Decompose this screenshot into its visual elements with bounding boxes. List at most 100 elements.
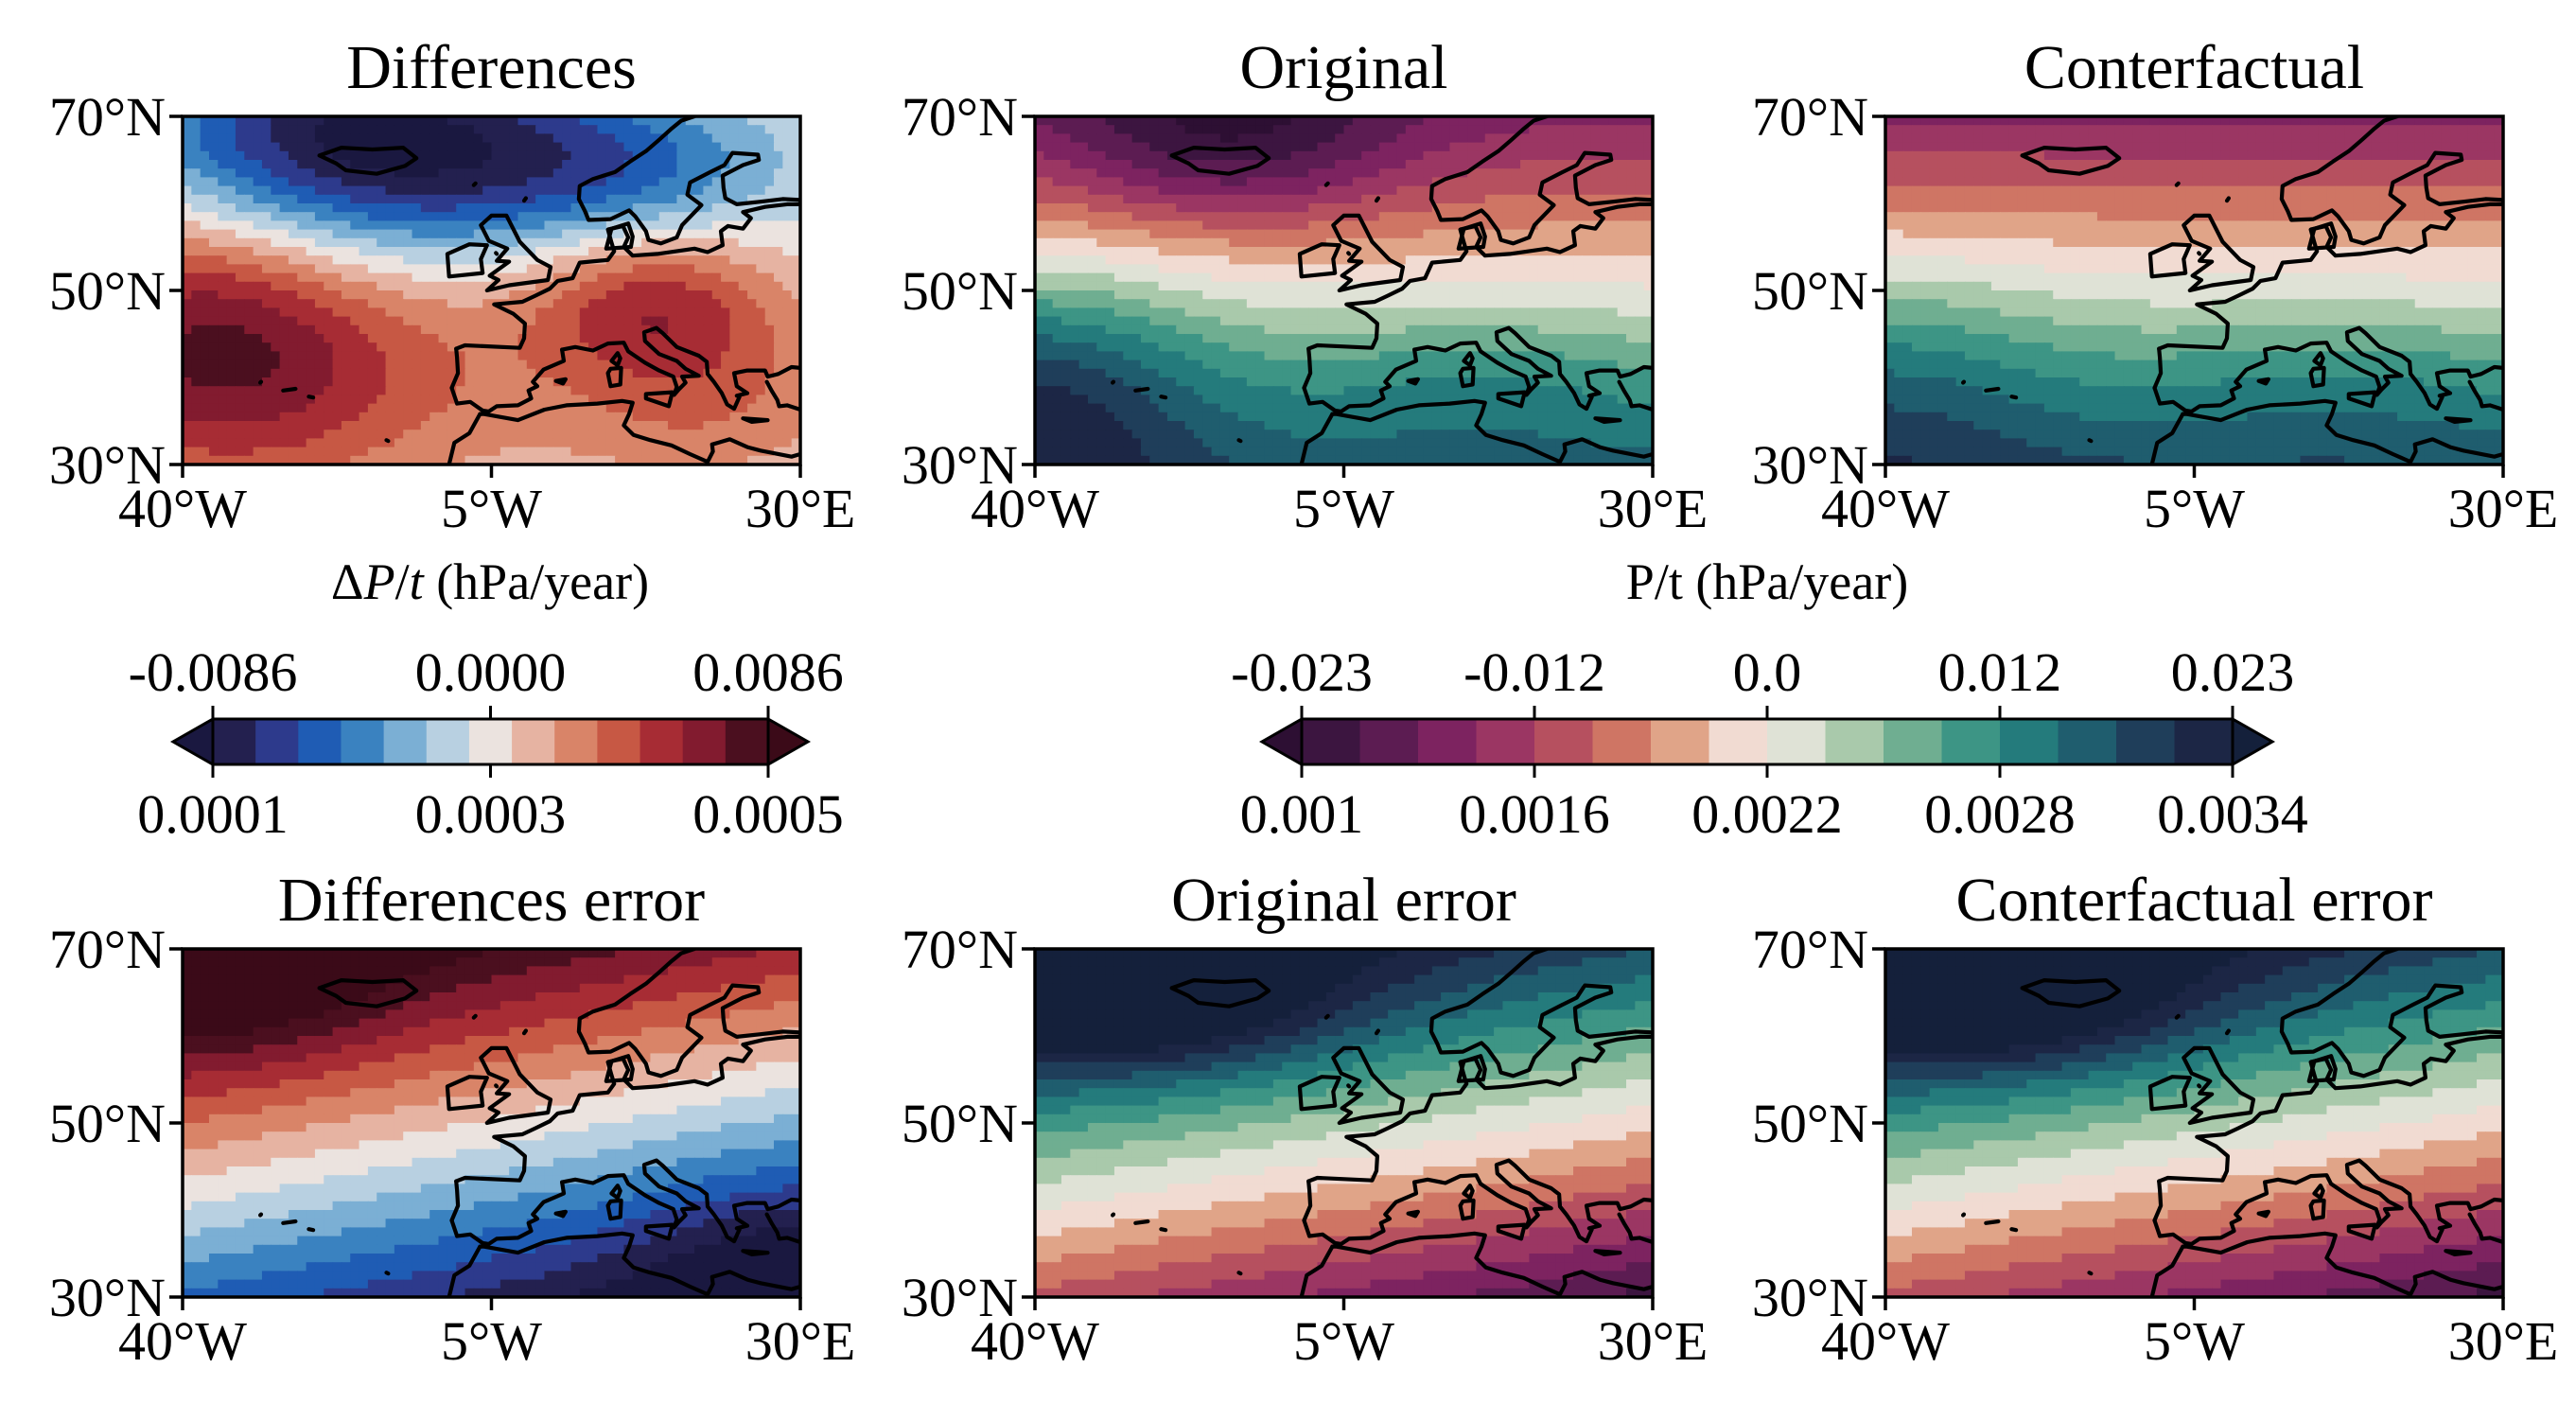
colorbar-swatch [383, 719, 428, 764]
y-tick-label: 50°N [1752, 260, 1868, 322]
colorbar-swatch [213, 719, 256, 764]
y-tick-label: 30°N [902, 434, 1018, 496]
coastlines [1111, 116, 1653, 465]
x-tick-label: 5°W [1293, 478, 1394, 539]
field-shading [183, 949, 800, 1297]
colorbar-top-tick-label: -0.0086 [129, 641, 298, 703]
y-tick-label: 30°N [49, 1267, 166, 1328]
y-tick-label: 70°N [902, 919, 1018, 980]
coastlines [258, 116, 800, 465]
colorbar-swatch [2116, 719, 2176, 764]
colorbar-label: P/t (hPa/year) [1626, 553, 1908, 610]
panel-title: Original error [1171, 866, 1516, 935]
y-tick-label: 30°N [902, 1267, 1018, 1328]
x-tick-label: 5°W [441, 478, 542, 539]
colorbar-swatch [1476, 719, 1535, 764]
colorbar-swatch [1651, 719, 1710, 764]
coastlines [1961, 949, 2503, 1297]
colorbar-swatch [1534, 719, 1594, 764]
colorbar-extend-high [2231, 716, 2276, 767]
colorbar-swatch [2174, 719, 2234, 764]
y-tick-label: 70°N [902, 86, 1018, 148]
y-tick-label: 50°N [902, 260, 1018, 322]
colorbar-swatch [1767, 719, 1827, 764]
colorbar-swatch [1825, 719, 1884, 764]
colorbar-top-tick-label: -0.012 [1463, 641, 1605, 703]
colorbar-bottom-tick-label: 0.0003 [415, 783, 567, 845]
y-tick-label: 70°N [1752, 919, 1868, 980]
colorbar-swatch [426, 719, 470, 764]
colorbar-swatch [1359, 719, 1419, 764]
colorbar-swatch [640, 719, 684, 764]
x-tick-label: 30°E [2448, 478, 2559, 539]
x-tick-label: 40°W [118, 1310, 247, 1372]
differences-error-panel: Differences error 70°N 50°N 30°N40°W 5°W 30°E [49, 866, 855, 1372]
y-tick-label: 30°N [1752, 1267, 1868, 1328]
panel-title: Conterfactual [2024, 33, 2364, 102]
coastlines [258, 949, 800, 1297]
colorbar-swatch [1709, 719, 1768, 764]
colorbar-top-tick-label: 0.0000 [415, 641, 567, 703]
colorbar-swatch [554, 719, 598, 764]
x-tick-label: 30°E [745, 478, 856, 539]
panel-title: Conterfactual error [1956, 866, 2433, 935]
colorbar-label: ΔP/t (hPa/year) [331, 553, 649, 610]
panel-title: Original [1240, 33, 1448, 102]
colorbar-swatch [2058, 719, 2117, 764]
y-tick-label: 30°N [49, 434, 166, 496]
colorbar-swatch [597, 719, 641, 764]
x-tick-label: 30°E [1598, 478, 1709, 539]
colorbar-bottom-tick-label: 0.0034 [2157, 783, 2308, 845]
colorbar-swatch [1592, 719, 1652, 764]
x-tick-label: 5°W [2144, 478, 2245, 539]
difference-colorbar: -0.0086 0.0000 0.0086 0.0001 0.0003 0.0005 ΔP/… [129, 553, 844, 845]
colorbar-top-tick-label: 0.0 [1733, 641, 1802, 703]
colorbar-swatch [682, 719, 727, 764]
colorbar-swatch [2000, 719, 2059, 764]
colorbar-top-tick-label: 0.023 [2171, 641, 2295, 703]
x-tick-label: 40°W [1821, 1310, 1950, 1372]
colorbar-top-tick-label: 0.012 [1938, 641, 2062, 703]
colorbar-top-tick-label: 0.0086 [692, 641, 844, 703]
x-tick-label: 5°W [441, 1310, 542, 1372]
original-panel: Original 70°N 50°N 30°N40°W 5°W 30°E [902, 33, 1708, 539]
conterfactual-error-panel: Conterfactual error 70°N 50°N 30°N40°W 5°W 30… [1752, 866, 2558, 1372]
y-tick-label: 50°N [902, 1093, 1018, 1154]
x-tick-label: 30°E [1598, 1310, 1709, 1372]
y-tick-label: 30°N [1752, 434, 1868, 496]
colorbar-swatch [298, 719, 342, 764]
y-tick-label: 70°N [49, 919, 166, 980]
colorbar-swatch [725, 719, 769, 764]
colorbar-swatch [255, 719, 299, 764]
colorbar-bottom-tick-label: 0.0022 [1691, 783, 1843, 845]
coastlines [1961, 116, 2503, 465]
colorbar-top-tick-label: -0.023 [1231, 641, 1373, 703]
value-colorbar: -0.023 -0.012 0.0 0.012 0.023 0.001 0.0016 0.00… [1231, 553, 2308, 845]
colorbar-bottom-tick-label: 0.001 [1240, 783, 1364, 845]
field-shading [1885, 116, 2503, 465]
x-tick-label: 5°W [2144, 1310, 2245, 1372]
colorbar-swatch [1884, 719, 1943, 764]
colorbar-swatch [512, 719, 555, 764]
colorbars: -0.0086 0.0000 0.0086 0.0001 0.0003 0.0005 ΔP/… [129, 553, 2308, 845]
x-tick-label: 30°E [2448, 1310, 2559, 1372]
conterfactual-panel: Conterfactual 70°N 50°N 30°N40°W 5°W 30°E [1752, 33, 2558, 539]
y-tick-label: 50°N [49, 260, 166, 322]
panel-title: Differences [346, 33, 637, 102]
colorbar-bottom-tick-label: 0.0016 [1459, 783, 1610, 845]
colorbar-bottom-tick-label: 0.0028 [1924, 783, 2076, 845]
x-tick-label: 5°W [1293, 1310, 1394, 1372]
x-tick-label: 40°W [971, 1310, 1099, 1372]
colorbar-extend-low [169, 716, 215, 767]
colorbar-swatch [468, 719, 513, 764]
original-error-panel: Original error 70°N 50°N 30°N40°W 5°W 30°E [902, 866, 1708, 1372]
panel-title: Differences error [278, 866, 705, 935]
y-tick-label: 70°N [1752, 86, 1868, 148]
x-tick-label: 40°W [1821, 478, 1950, 539]
y-tick-label: 50°N [49, 1093, 166, 1154]
field-shading [1035, 949, 1653, 1297]
colorbar-bottom-tick-label: 0.0005 [692, 783, 844, 845]
colorbar-extend-high [766, 716, 812, 767]
